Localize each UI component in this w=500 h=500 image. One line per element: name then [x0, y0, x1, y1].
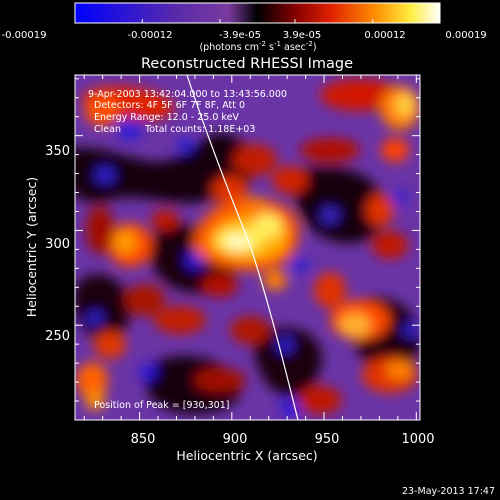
- time-range-text: 9-Apr-2003 13:42:04.000 to 13:43:56.000: [88, 89, 287, 100]
- image-annotations: 9-Apr-2003 13:42:04.000 to 13:43:56.000 …: [88, 89, 287, 411]
- colorbar-tick-label: -0.00019: [2, 30, 47, 41]
- x-tick-label: 900: [223, 432, 248, 447]
- x-tick-label: 1000: [401, 432, 434, 447]
- colorbar-tick-label: 0.00012: [364, 30, 405, 41]
- solar-limb-line: [186, 75, 299, 420]
- colorbar-tick-label: -3.9e-05: [219, 30, 261, 41]
- rhessi-image: [75, 75, 420, 420]
- y-tick-labels: 250 300 350: [45, 144, 70, 344]
- plot-frame: [74, 74, 421, 421]
- x-tick-label: 850: [131, 432, 156, 447]
- axis-ticks: [75, 75, 420, 421]
- x-axis-label: Heliocentric X (arcsec): [176, 448, 317, 463]
- y-tick-label: 250: [45, 329, 70, 344]
- colorbar-ticks: [74, 19, 441, 23]
- colorbar-unit-label: (photons cm-2 s-1 asec-2): [199, 40, 316, 53]
- colorbar-tick-label: 3.9e-05: [283, 30, 321, 41]
- footer-timestamp: 23-May-2013 17:47: [402, 486, 495, 497]
- energy-range-text: Energy Range: 12.0 - 25.0 keV: [94, 112, 239, 123]
- colorbar: [74, 2, 441, 24]
- colorbar-tick-labels: -0.00019 -0.00012 -3.9e-05 3.9e-05 0.000…: [2, 30, 487, 41]
- method-text: Clean: [94, 124, 121, 135]
- plot-title: Reconstructed RHESSI Image: [141, 56, 353, 72]
- peak-position-text: Position of Peak = [930,301]: [94, 400, 229, 411]
- total-counts-text: Total counts: 1.18E+03: [144, 124, 255, 135]
- y-tick-label: 300: [45, 237, 70, 252]
- detectors-text: Detectors: 4F 5F 6F 7F 8F, Att 0: [94, 100, 245, 111]
- colorbar-tick-label: -0.00012: [128, 30, 173, 41]
- x-tick-label: 950: [315, 432, 340, 447]
- y-axis-label: Heliocentric Y (arcsec): [24, 177, 39, 317]
- colorbar-tick-label: 0.00019: [445, 30, 486, 41]
- x-tick-labels: 850 900 950 1000: [131, 432, 435, 447]
- y-tick-label: 350: [45, 144, 70, 159]
